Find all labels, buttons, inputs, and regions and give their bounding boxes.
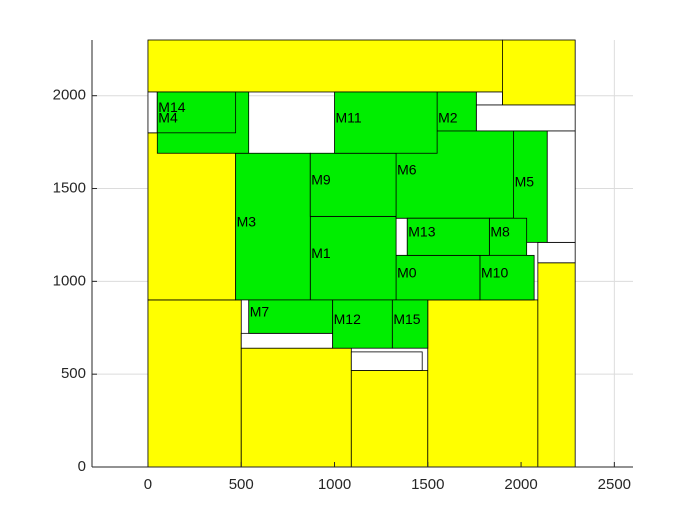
module-label-m14: M14 [158,99,185,115]
module-block-m12 [332,299,393,349]
module-block-m1 [309,215,397,301]
module-label-m12: M12 [334,311,361,327]
module-labels: M0 M1 M2 M3 M4 M5 M6 M7 M8 M9 M10 M11 M12 M13 M14 M15 [158,99,534,327]
empty-block [147,91,158,134]
y-tick-label: 2000 [53,87,86,104]
filler-block [147,299,242,468]
module-label-m6: M6 [397,161,417,177]
module-label-m4: M4 [158,109,178,125]
x-tick-label: 1500 [411,476,444,493]
empty-block [240,332,334,349]
y-tick-label: 0 [78,458,86,475]
empty-block [475,91,503,106]
module-label-m15: M15 [393,311,420,327]
module-label-m0: M0 [397,264,417,280]
module-block-m13 [406,217,490,256]
module-label-m8: M8 [490,223,510,239]
module-block-m11 [334,91,438,154]
module-block-m3 [235,152,311,301]
module-label-m9: M9 [311,172,331,188]
module-block-m7 [248,299,334,334]
y-tick-label: 1500 [53,179,86,196]
module-label-m13: M13 [408,223,435,239]
module-block-m15 [391,299,429,349]
empty-blocks [147,91,576,371]
module-label-m11: M11 [336,109,362,125]
module-label-m3: M3 [237,213,257,229]
empty-block [537,241,576,264]
y-tick-label: 1000 [53,272,86,289]
x-tick-label: 500 [229,476,254,493]
filler-block [537,262,576,468]
module-label-m5: M5 [515,173,535,189]
empty-block [475,104,576,132]
module-label-m1: M1 [311,245,331,261]
filler-block [240,347,352,468]
x-tick-label: 2500 [598,476,631,493]
axes: 0 500 1000 1500 2000 2500 0 500 1000 1500 2000 [53,40,633,493]
module-block-m9 [309,152,397,217]
module-blocks [156,91,548,349]
x-tick-label: 1000 [318,476,351,493]
filler-block [427,299,539,468]
empty-block [395,217,408,256]
empty-block [546,130,576,243]
empty-block [350,351,423,371]
y-tick-label: 500 [61,365,86,382]
filler-block [147,39,503,93]
filler-blocks [147,39,576,468]
x-tick-label: 0 [144,476,152,493]
filler-block [502,39,576,106]
module-block-m14 [156,91,237,134]
module-block-m10 [479,254,535,301]
filler-block [350,370,429,468]
module-block-m0 [395,254,481,301]
filler-block [147,132,237,301]
module-label-m2: M2 [438,109,458,125]
module-label-m7: M7 [250,303,270,319]
x-tick-label: 2000 [504,476,537,493]
module-label-m10: M10 [481,264,508,280]
